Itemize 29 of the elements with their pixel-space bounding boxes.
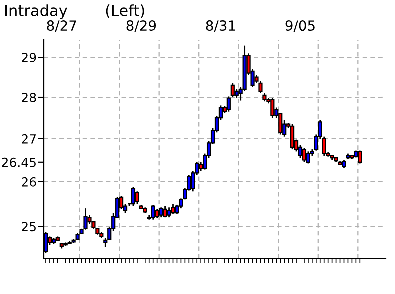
candlestick	[155, 208, 160, 220]
candlestick	[84, 208, 88, 231]
candlestick	[88, 214, 92, 226]
y-tick-label: 27	[22, 134, 36, 144]
chart-title: Intraday	[6, 4, 68, 20]
y-tick-label: 25	[22, 222, 36, 232]
x-tick-label: 8/29	[126, 20, 156, 32]
candlestick	[131, 186, 136, 208]
y-tick-label: 28	[22, 92, 36, 102]
y-tick-label: 29	[22, 53, 36, 62]
candlestick	[290, 124, 295, 150]
x-tick-label: 8/31	[206, 20, 236, 32]
candlestick	[306, 150, 310, 164]
x-tick-label: 9/05	[286, 20, 315, 32]
candlestick	[151, 204, 156, 221]
candlestick	[163, 206, 168, 218]
y-tick-label: 26	[22, 177, 36, 187]
candlestick	[226, 96, 231, 113]
candlestick	[159, 206, 164, 218]
candlestick	[230, 82, 235, 98]
x-tick-label: 8/27	[47, 20, 76, 32]
candlestick	[167, 206, 172, 218]
candlestick	[171, 203, 176, 215]
chart-subtitle: (Left)	[106, 4, 144, 18]
candlestick	[358, 150, 362, 164]
y-tick-label: 26.45	[2, 158, 36, 168]
candlestick	[135, 190, 140, 205]
candlestick	[302, 148, 307, 164]
candlestick	[270, 98, 275, 119]
